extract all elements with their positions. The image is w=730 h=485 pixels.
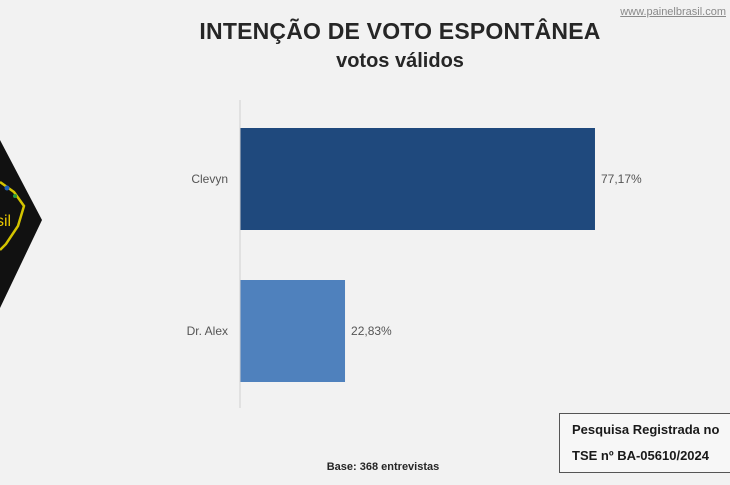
- bars-layer: Clevyn 77,17% Dr. Alex 22,83%: [187, 128, 642, 382]
- logo-text: sil: [0, 213, 11, 230]
- chart-subtitle: votos válidos: [336, 50, 464, 72]
- registration-line-1: Pesquisa Registrada no: [572, 422, 720, 437]
- value-label-1: 22,83%: [351, 324, 392, 338]
- value-label-0: 77,17%: [601, 172, 642, 186]
- logo-hexagon-shape: [0, 140, 42, 308]
- bar-0: [240, 128, 595, 230]
- chart-title: INTENÇÃO DE VOTO ESPONTÂNEA: [199, 18, 601, 44]
- site-url[interactable]: www.painelbrasil.com: [620, 6, 726, 18]
- category-label-1: Dr. Alex: [187, 324, 228, 338]
- registration-line-2: TSE nº BA-05610/2024: [572, 448, 709, 463]
- logo-dot-2: [13, 194, 17, 198]
- logo-map-outline: [0, 180, 26, 251]
- bar-1: [240, 280, 346, 382]
- painel-brasil-logo: sil: [0, 140, 42, 308]
- category-label-0: Clevyn: [191, 172, 228, 186]
- logo-dot-1: [4, 185, 10, 191]
- sample-base-note: Base: 368 entrevistas: [326, 461, 440, 473]
- registration-box: Pesquisa Registrada no TSE nº BA-05610/2…: [559, 413, 730, 473]
